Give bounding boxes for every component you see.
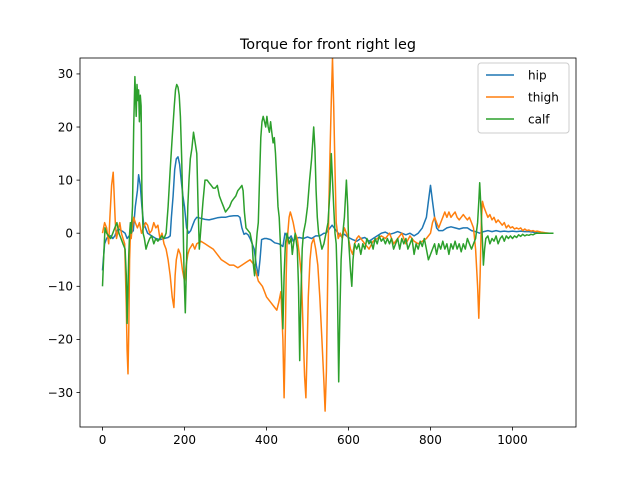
y-tick-label: 10 — [58, 173, 73, 187]
x-tick-label: 400 — [255, 433, 278, 447]
legend-label-hip: hip — [528, 69, 547, 83]
y-tick-label: −20 — [48, 333, 73, 347]
y-tick-label: 30 — [58, 67, 73, 81]
axes-frame — [79, 57, 577, 428]
x-tick-label: 800 — [419, 433, 442, 447]
x-tick-label: 600 — [337, 433, 360, 447]
legend-label-thigh: thigh — [528, 91, 559, 105]
series-line-thigh — [101, 58, 554, 412]
y-tick-label: 20 — [58, 120, 73, 134]
series-line-calf — [101, 75, 554, 383]
x-tick-label: 200 — [173, 433, 196, 447]
x-tick-label: 1000 — [497, 433, 528, 447]
y-tick-label: −30 — [48, 386, 73, 400]
series-line-hip — [101, 156, 554, 277]
y-tick-label: −10 — [48, 280, 73, 294]
axes: 0 200 400 600 800 1000 −30 −20 −10 0 10 20 30 — [48, 57, 577, 447]
chart-title: Torque for front right leg — [239, 37, 416, 53]
y-tick-label: 0 — [65, 227, 73, 241]
legend-box — [477, 62, 570, 134]
legend: hip thigh calf — [477, 62, 570, 134]
x-tick-label: 0 — [99, 433, 107, 447]
legend-label-calf: calf — [528, 113, 550, 127]
